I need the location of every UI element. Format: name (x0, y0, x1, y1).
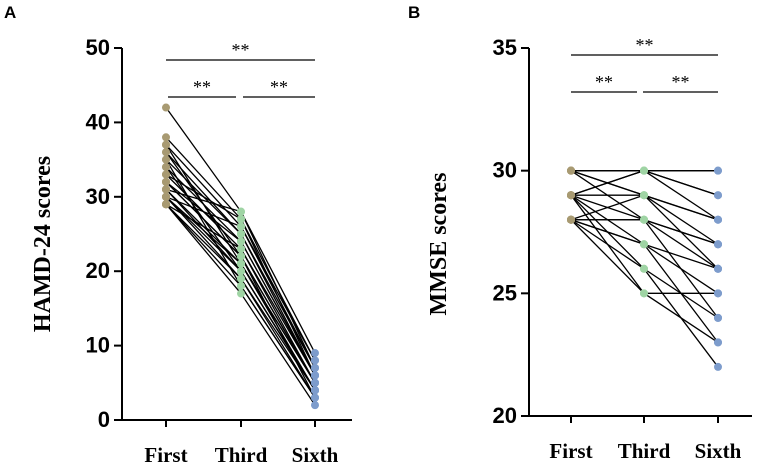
panel-a-significance-label: ** (270, 77, 288, 97)
panel-a-data-point (237, 237, 245, 246)
panel-a-data-point (311, 349, 319, 358)
panel-a-data-point (162, 103, 170, 112)
panel-a-data-point (162, 200, 170, 209)
panel-b-data-point (640, 240, 648, 249)
panel-a-data-point (162, 163, 170, 172)
panel-b-data-point (714, 289, 722, 298)
panel-b-data-point (714, 338, 722, 347)
panel-a-data-point (311, 401, 319, 410)
panel-a-data-point (237, 259, 245, 268)
panel-b-subject-line (570, 194, 719, 319)
panel-a-data-point (162, 177, 170, 186)
panel-a-y-tick-label: 30 (86, 184, 110, 209)
panel-a-y-tick-label: 20 (86, 258, 110, 283)
panel-b-x-tick-label: Sixth (695, 439, 742, 463)
panel-a-y-axis-title: HAMD-24 scores (30, 156, 56, 332)
panel-a-data-point (311, 356, 319, 365)
panel-a-data-point (311, 386, 319, 395)
panel-b-data-point (714, 191, 722, 200)
panel-b-data-point (714, 362, 722, 371)
panel-a-data-point (162, 140, 170, 149)
panel-b-y-tick-label: 20 (493, 403, 517, 428)
panel-b-data-point (567, 191, 575, 200)
panel-b-subject-line (570, 170, 719, 245)
panel-a-data-point (162, 133, 170, 142)
panel-a-data-point (311, 363, 319, 372)
panel-a-data-point (237, 207, 245, 216)
panel-a-data-point (162, 155, 170, 164)
panel-a-significance-label: ** (193, 77, 211, 97)
panel-a-data-point (162, 170, 170, 179)
panel-b-data-point (714, 166, 722, 175)
panel-a-data-point (237, 222, 245, 231)
panel-b-data-point (640, 289, 648, 298)
panel-a-significance-label: ** (232, 40, 250, 60)
panel-b-subject-line (570, 194, 719, 270)
panel-a-y-tick-label: 0 (98, 407, 110, 432)
panel-a-x-tick-label: Third (215, 443, 268, 464)
panel-a-letter: A (4, 3, 16, 22)
panel-b-significance-label: ** (595, 72, 613, 92)
panel-a-x-tick-label: Sixth (292, 443, 339, 464)
panel-a-data-point (237, 230, 245, 238)
panel-b-data-point (640, 191, 648, 200)
panel-a-y-tick-label: 10 (86, 333, 110, 358)
panel-b-letter: B (408, 3, 420, 22)
panel-b-y-tick-label: 30 (493, 158, 517, 183)
panel-b-y-tick-label: 35 (493, 35, 517, 60)
panel-b-x-tick-label: Third (618, 439, 671, 463)
panel-b-data-point (714, 215, 722, 224)
panel-b: B MMSE scores 20 25 30 35 First Third Sixth ** *… (408, 3, 752, 463)
panel-a-y-tick-label: 50 (86, 35, 110, 60)
panel-b-significance-label: ** (636, 35, 654, 55)
panel-a-data-point (162, 148, 170, 157)
panel-a-data-point (162, 192, 170, 201)
panel-b-data-point (714, 240, 722, 249)
panel-b-data-point (640, 264, 648, 273)
panel-a-data-point (162, 185, 170, 194)
panel-b-subject-line (570, 219, 719, 343)
panel-a-data-point (237, 289, 245, 298)
panel-b-data-point (714, 313, 722, 322)
panel-b-significance-label: ** (672, 72, 690, 92)
panel-a-data-point (311, 393, 319, 402)
panel-b-data-point (567, 166, 575, 175)
panel-b-subject-line (570, 219, 719, 343)
panel-b-y-tick-label: 25 (493, 280, 517, 305)
panel-a-data-point (237, 282, 245, 291)
panel-a-y-tick-label: 40 (86, 109, 110, 134)
panel-b-data-point (640, 215, 648, 224)
panel-b-data-point (640, 166, 648, 175)
panel-a-data-point (311, 371, 319, 380)
panel-a-data-point (237, 274, 245, 283)
panel-a-x-tick-label: First (144, 443, 187, 464)
panel-a-data-point (237, 252, 245, 261)
panel-b-data-point (714, 264, 722, 273)
panel-b-x-tick-label: First (549, 439, 592, 463)
panel-a-data-point (237, 215, 245, 224)
panel-a-data-point (237, 267, 245, 276)
panel-b-y-axis-title: MMSE scores (426, 173, 452, 316)
panel-a-data-point (237, 244, 245, 253)
panel-a-data-point (311, 378, 319, 387)
panel-b-data-point (567, 215, 575, 224)
panel-a: A HAMD-24 scores 0 10 20 30 40 50 First Third Si… (4, 3, 352, 464)
